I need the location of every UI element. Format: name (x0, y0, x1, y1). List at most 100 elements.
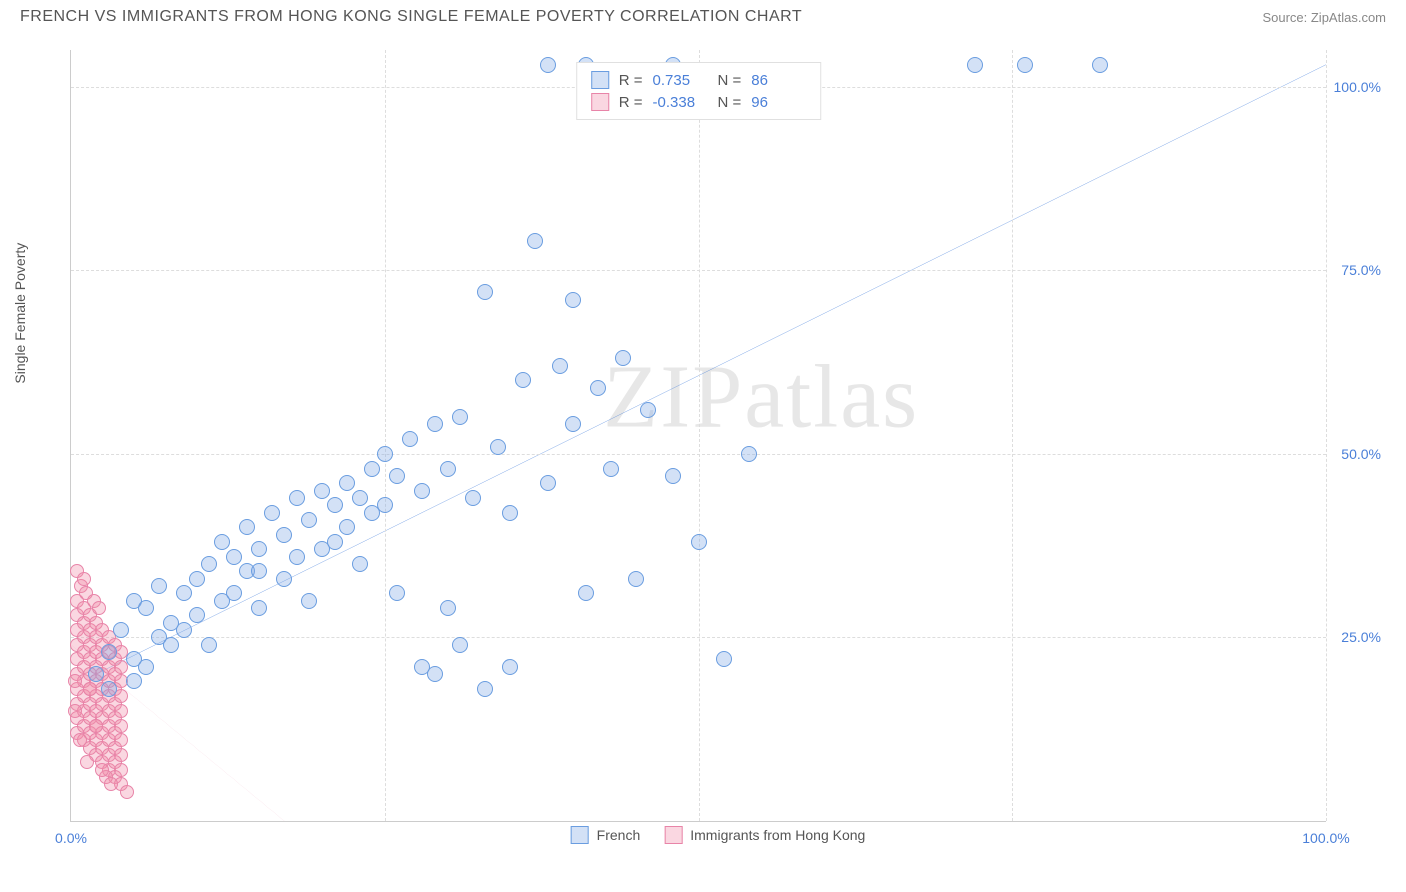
data-point (73, 733, 87, 747)
data-point (628, 571, 644, 587)
x-tick-label: 0.0% (55, 830, 87, 846)
data-point (414, 483, 430, 499)
data-point (565, 416, 581, 432)
gridline-v (1326, 50, 1327, 821)
data-point (201, 556, 217, 572)
header: FRENCH VS IMMIGRANTS FROM HONG KONG SING… (0, 0, 1406, 30)
data-point (540, 57, 556, 73)
legend-item: Immigrants from Hong Kong (664, 826, 865, 844)
data-point (120, 785, 134, 799)
stat-r-label: R = (619, 72, 643, 89)
data-point (540, 475, 556, 491)
gridline-v (699, 50, 700, 821)
data-point (201, 637, 217, 653)
data-point (741, 446, 757, 462)
data-point (691, 534, 707, 550)
data-point (352, 490, 368, 506)
stat-n-label: N = (718, 94, 742, 111)
data-point (80, 755, 94, 769)
data-point (603, 461, 619, 477)
data-point (68, 704, 82, 718)
data-point (565, 292, 581, 308)
data-point (552, 358, 568, 374)
data-point (440, 461, 456, 477)
data-point (83, 682, 97, 696)
data-point (95, 763, 109, 777)
stats-legend: R =0.735N =86R =-0.338N =96 (576, 62, 822, 120)
bottom-legend: French Immigrants from Hong Kong (571, 826, 866, 844)
data-point (352, 556, 368, 572)
data-point (251, 600, 267, 616)
data-point (126, 673, 142, 689)
data-point (377, 446, 393, 462)
stat-n-value: 96 (751, 94, 806, 111)
data-point (239, 519, 255, 535)
data-point (440, 600, 456, 616)
data-point (189, 571, 205, 587)
data-point (665, 468, 681, 484)
data-point (615, 350, 631, 366)
data-point (1017, 57, 1033, 73)
legend-label: Immigrants from Hong Kong (690, 827, 865, 843)
y-tick-label: 25.0% (1341, 629, 1381, 645)
data-point (364, 461, 380, 477)
data-point (477, 284, 493, 300)
stat-r-label: R = (619, 94, 643, 111)
data-point (163, 637, 179, 653)
data-point (114, 748, 128, 762)
data-point (301, 593, 317, 609)
data-point (477, 681, 493, 697)
data-point (339, 475, 355, 491)
data-point (465, 490, 481, 506)
data-point (967, 57, 983, 73)
data-point (264, 505, 280, 521)
data-point (301, 512, 317, 528)
data-point (104, 777, 118, 791)
data-point (138, 600, 154, 616)
data-point (226, 585, 242, 601)
source-label: Source: ZipAtlas.com (1262, 10, 1386, 25)
data-point (389, 585, 405, 601)
y-tick-label: 75.0% (1341, 262, 1381, 278)
gridline-v (385, 50, 386, 821)
data-point (289, 549, 305, 565)
stat-r-value: -0.338 (653, 94, 708, 111)
data-point (527, 233, 543, 249)
data-point (89, 719, 103, 733)
x-tick-label: 100.0% (1302, 830, 1349, 846)
data-point (251, 563, 267, 579)
data-point (452, 637, 468, 653)
data-point (590, 380, 606, 396)
legend-swatch (571, 826, 589, 844)
data-point (515, 372, 531, 388)
data-point (402, 431, 418, 447)
data-point (389, 468, 405, 484)
data-point (214, 534, 230, 550)
stat-n-label: N = (718, 72, 742, 89)
legend-item: French (571, 826, 641, 844)
data-point (716, 651, 732, 667)
data-point (114, 704, 128, 718)
plot-area: ZIPatlas R =0.735N =86R =-0.338N =96 25.… (70, 50, 1326, 822)
data-point (452, 409, 468, 425)
data-point (427, 666, 443, 682)
legend-swatch (591, 93, 609, 111)
data-point (640, 402, 656, 418)
stats-row: R = -0.338 N = 96 (591, 91, 807, 113)
data-point (114, 733, 128, 747)
data-point (377, 497, 393, 513)
data-point (339, 519, 355, 535)
data-point (114, 763, 128, 777)
data-point (502, 659, 518, 675)
chart-container: Single Female Poverty ZIPatlas R =0.735N… (50, 40, 1386, 852)
data-point (113, 622, 129, 638)
data-point (251, 541, 267, 557)
data-point (327, 534, 343, 550)
chart-title: FRENCH VS IMMIGRANTS FROM HONG KONG SING… (20, 8, 802, 26)
data-point (138, 659, 154, 675)
legend-label: French (597, 827, 641, 843)
data-point (226, 549, 242, 565)
data-point (151, 578, 167, 594)
data-point (77, 572, 91, 586)
data-point (176, 585, 192, 601)
